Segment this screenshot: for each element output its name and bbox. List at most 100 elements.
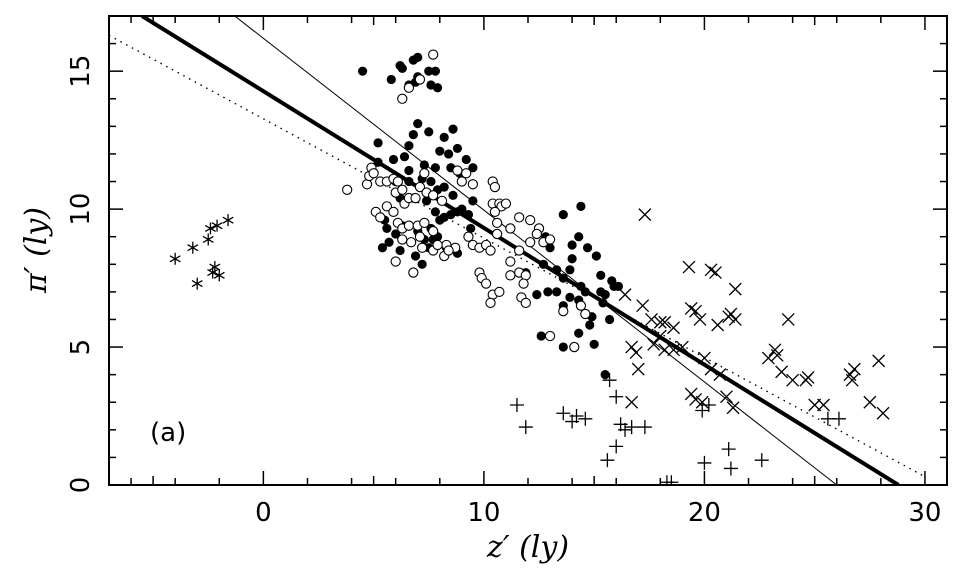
filled-circle-point <box>424 66 434 76</box>
filled-circle-point <box>430 207 440 217</box>
open-circle-point <box>485 245 496 256</box>
filled-circle-point <box>582 243 593 253</box>
cross-point <box>708 266 722 280</box>
y-tick-label: 10 <box>66 193 96 226</box>
filled-circle-point <box>430 163 440 173</box>
plus-point <box>831 411 846 426</box>
open-circle-point <box>368 168 379 179</box>
filled-circle-point <box>600 370 610 380</box>
open-circle-point <box>500 198 512 209</box>
filled-circle-point <box>567 254 577 264</box>
filled-circle-point <box>574 232 584 242</box>
open-circle-point <box>397 184 408 195</box>
filled-circle-point <box>558 273 568 283</box>
filled-circle-point <box>413 52 423 62</box>
plus-point <box>701 397 716 412</box>
filled-circle-point <box>391 229 401 239</box>
cross-point <box>653 329 667 343</box>
open-circle-point <box>428 49 439 60</box>
filled-circle-point <box>408 130 418 140</box>
filled-circle-point <box>558 342 568 352</box>
open-circle-point <box>491 217 503 229</box>
open-circle-point <box>390 256 401 267</box>
open-circle-point <box>544 234 556 245</box>
cross-point <box>720 390 733 404</box>
x-tick-label: 30 <box>908 498 941 528</box>
filled-circle-point <box>468 163 478 173</box>
cross-point <box>695 395 709 409</box>
cross-point <box>689 304 703 318</box>
open-circle-point <box>518 278 529 289</box>
plus-point <box>556 406 571 421</box>
open-circle-point <box>375 212 386 223</box>
panel-label: (a) <box>150 418 186 448</box>
cross-point <box>684 301 698 315</box>
plus-point <box>664 475 679 485</box>
filled-circle-point <box>532 290 542 300</box>
plus-point <box>578 411 593 426</box>
open-circle-point <box>505 270 516 281</box>
filled-circle-point <box>585 320 595 330</box>
asterisk-point <box>169 252 181 265</box>
filled-circle-point <box>552 287 562 297</box>
open-circle-point <box>408 267 419 278</box>
plus-point <box>618 422 633 437</box>
asterisk-point <box>204 222 216 235</box>
open-circle-point <box>514 245 525 256</box>
cross-point <box>653 315 667 329</box>
cross-point <box>625 395 639 409</box>
x-tick-label: 20 <box>688 498 721 528</box>
y-axis-title: π′ (ly) <box>19 207 54 294</box>
open-circle-point <box>461 168 472 179</box>
tick-labels: 0 10 20 30 0 5 10 15 <box>66 55 941 528</box>
cross-point <box>726 401 740 415</box>
data-points <box>169 49 890 485</box>
open-circle-point <box>525 215 536 226</box>
filled-circle-point <box>576 201 586 211</box>
filled-circle-point <box>446 210 456 220</box>
open-circle-point <box>392 176 404 187</box>
cross-point <box>645 313 658 326</box>
plus-point <box>602 373 617 388</box>
filled-circle-point <box>388 154 399 165</box>
open-circle-point <box>419 217 430 229</box>
open-circle-point <box>397 234 408 245</box>
open-circle-point <box>467 179 479 190</box>
cross-point <box>636 299 650 313</box>
filled-circle-point <box>448 190 458 200</box>
filled-circle-point <box>468 196 478 206</box>
filled-circle-point <box>580 287 590 297</box>
filled-circle-point <box>565 292 575 302</box>
plus-point <box>509 397 524 412</box>
open-circle-point <box>525 237 536 248</box>
open-circle-point <box>410 192 421 204</box>
open-circle-point <box>443 245 454 256</box>
open-circle-point <box>428 190 439 201</box>
open-circle-point <box>514 212 525 223</box>
filled-circle-point <box>439 182 449 192</box>
open-circle-point <box>381 201 393 212</box>
open-circle-point <box>397 93 408 104</box>
cross-point <box>704 263 718 277</box>
asterisk-point <box>202 233 214 246</box>
filled-circle-point <box>543 287 553 297</box>
filled-circle-point <box>604 314 615 325</box>
cross-point <box>675 340 689 354</box>
plus-point <box>609 389 624 404</box>
filled-circle-point <box>419 160 429 170</box>
open-circle-point <box>505 256 516 267</box>
filled-circle-point <box>538 259 549 269</box>
cross-point <box>704 362 718 376</box>
filled-circle-point <box>439 132 449 142</box>
plus-point <box>723 461 738 476</box>
filled-circle-point <box>377 243 388 253</box>
filled-circle-point <box>382 223 392 234</box>
x-axis-title: z′ (ly) <box>486 530 569 565</box>
open-circle-point <box>405 237 417 248</box>
cross-point <box>667 343 681 357</box>
filled-circle-point <box>452 143 463 154</box>
open-circle-point <box>388 206 399 218</box>
open-circle-point <box>452 165 463 176</box>
filled-circle-point <box>397 63 407 74</box>
filled-circle-point <box>373 157 383 167</box>
